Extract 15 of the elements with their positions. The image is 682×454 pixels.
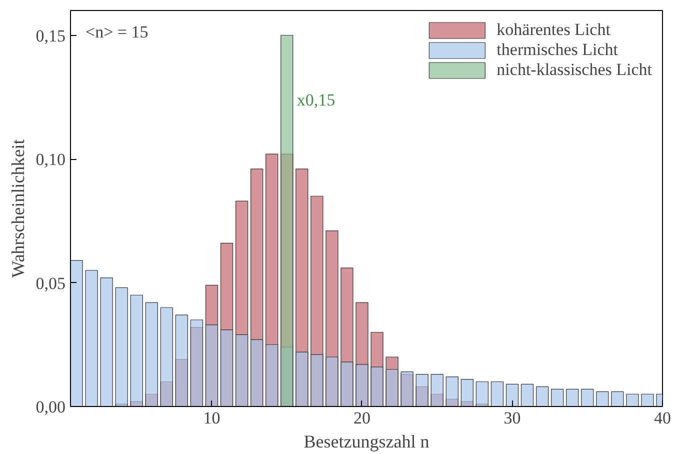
x-tick-label: 20	[353, 408, 370, 428]
y-tick-label: 0,05	[36, 274, 66, 293]
x-axis-title: Besetzungszahl n	[304, 432, 430, 452]
legend-label: nicht-klassisches Licht	[496, 60, 652, 80]
annotation: x0,15	[296, 90, 336, 110]
x-tick-label: 40	[654, 408, 671, 428]
y-tick-label: 0,00	[36, 398, 66, 416]
y-tick-label: 0,10	[36, 150, 66, 169]
legend-label: kohärentes Licht	[496, 20, 610, 40]
annotation: <n> = 15	[86, 22, 148, 42]
legend-label: thermisches Licht	[496, 40, 618, 60]
x-tick-label: 30	[504, 408, 521, 428]
x-tick-label: 10	[203, 408, 220, 428]
y-tick-label: 0,15	[36, 26, 66, 46]
y-axis-title: Wahrscheinlichkeit	[8, 139, 28, 278]
